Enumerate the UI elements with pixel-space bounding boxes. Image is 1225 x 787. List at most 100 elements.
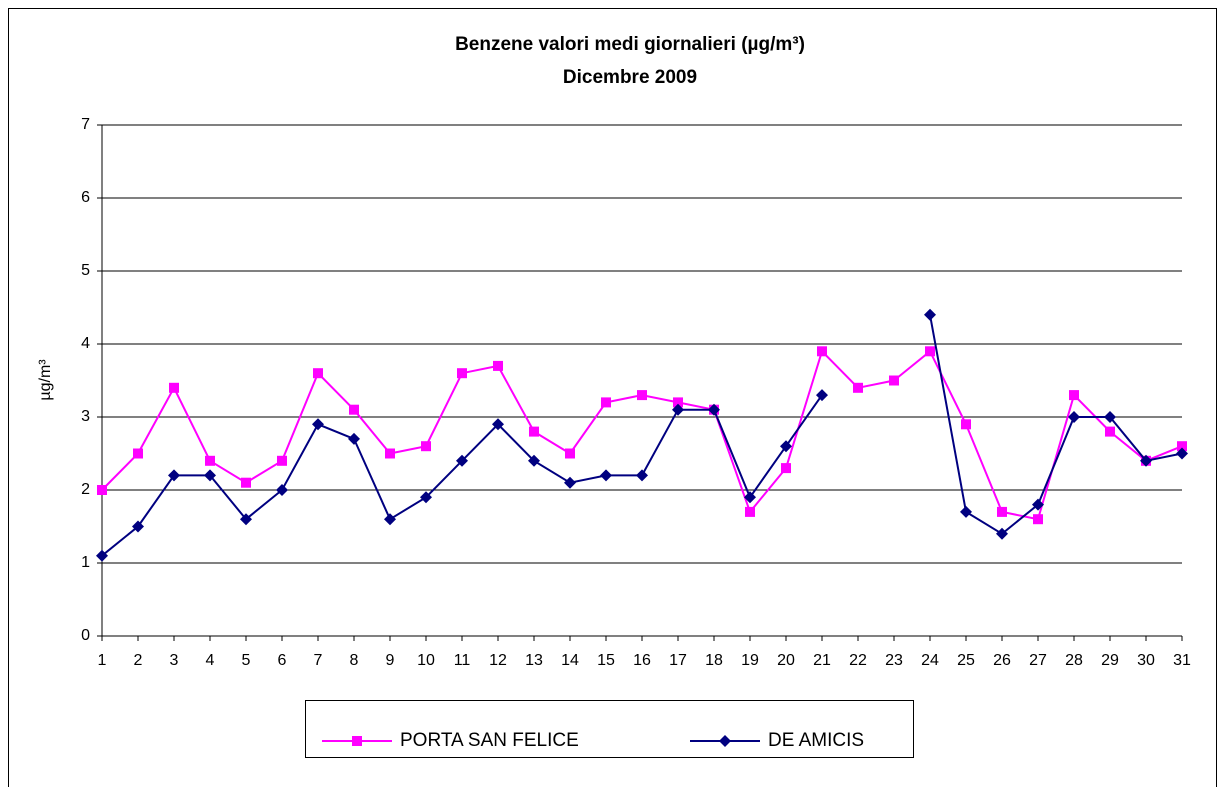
data-point	[564, 476, 576, 489]
data-point	[1177, 441, 1187, 452]
y-tick-label: 7	[81, 116, 90, 133]
legend-text: DE AMICIS	[768, 730, 864, 751]
data-point	[673, 397, 683, 408]
series-line	[929, 314, 1183, 536]
data-point	[636, 469, 648, 482]
data-point	[312, 418, 324, 431]
legend-box	[305, 700, 914, 758]
data-point	[961, 419, 971, 430]
data-point	[492, 418, 504, 431]
data-point	[1104, 411, 1116, 423]
data-point	[529, 426, 539, 437]
data-point	[600, 469, 612, 482]
x-tick-label: 30	[1137, 652, 1155, 669]
y-tick-label: 4	[81, 335, 90, 352]
data-point	[421, 441, 431, 452]
legend-marker	[719, 735, 731, 747]
data-point	[528, 454, 540, 467]
y-axis-label: µg/m³	[37, 359, 54, 401]
y-tick-label: 3	[81, 408, 90, 425]
data-point	[637, 390, 647, 401]
data-point	[924, 308, 936, 321]
data-point	[241, 477, 251, 488]
x-tick-label: 27	[1029, 652, 1047, 669]
data-point	[1176, 447, 1188, 460]
x-tick-label: 12	[489, 652, 507, 669]
legend-text: PORTA SAN FELICE	[400, 730, 579, 751]
data-point	[169, 382, 179, 393]
data-point	[168, 469, 180, 482]
x-tick-label: 5	[242, 652, 251, 669]
x-tick-label: 9	[386, 652, 395, 669]
data-point	[96, 549, 108, 562]
data-point	[672, 403, 684, 416]
data-point	[1033, 514, 1043, 525]
data-point	[385, 448, 395, 459]
data-point	[960, 505, 972, 518]
data-point	[456, 454, 468, 467]
data-point	[133, 448, 143, 459]
x-tick-label: 7	[314, 652, 323, 669]
data-point	[997, 506, 1007, 517]
data-point	[349, 404, 359, 415]
x-tick-label: 26	[993, 652, 1011, 669]
data-point	[708, 403, 720, 416]
x-tick-label: 13	[525, 652, 543, 669]
data-point	[1068, 411, 1080, 423]
x-tick-label: 2	[134, 652, 143, 669]
data-point	[601, 397, 611, 408]
chart-subtitle: Dicembre 2009	[563, 67, 697, 88]
data-point	[889, 375, 899, 386]
y-tick-label: 6	[81, 189, 90, 206]
data-point	[1069, 390, 1079, 401]
data-point	[276, 484, 288, 496]
data-point	[457, 368, 467, 379]
x-tick-label: 22	[849, 652, 867, 669]
x-tick-label: 25	[957, 652, 975, 669]
chart-border	[8, 8, 1217, 787]
data-point	[205, 455, 215, 466]
data-point	[780, 440, 792, 453]
data-point	[925, 346, 935, 357]
x-tick-label: 28	[1065, 652, 1083, 669]
legend-marker	[352, 736, 362, 746]
x-tick-label: 20	[777, 652, 795, 669]
x-tick-label: 14	[561, 652, 579, 669]
x-tick-label: 15	[597, 652, 615, 669]
x-tick-label: 4	[206, 652, 215, 669]
x-tick-label: 18	[705, 652, 723, 669]
x-tick-label: 17	[669, 652, 687, 669]
x-tick-label: 16	[633, 652, 651, 669]
data-point	[745, 506, 755, 517]
data-point	[493, 360, 503, 371]
data-point	[1105, 426, 1115, 437]
data-point	[1140, 454, 1152, 467]
y-tick-label: 5	[81, 262, 90, 279]
y-tick-label: 0	[81, 627, 90, 644]
data-point	[817, 346, 827, 357]
data-point	[420, 491, 432, 504]
chart-title: Benzene valori medi giornalieri (µg/m³)	[455, 34, 805, 55]
x-tick-label: 1	[98, 652, 107, 669]
y-tick-label: 1	[81, 554, 90, 571]
data-point	[313, 368, 323, 379]
x-tick-label: 8	[350, 652, 359, 669]
x-tick-label: 21	[813, 652, 831, 669]
x-tick-label: 6	[278, 652, 287, 669]
y-tick-label: 2	[81, 481, 90, 498]
data-point	[744, 491, 756, 504]
x-tick-label: 3	[170, 652, 179, 669]
data-point	[348, 432, 360, 445]
data-point	[132, 520, 144, 533]
data-point	[996, 527, 1008, 540]
data-point	[240, 513, 252, 526]
data-point	[1032, 498, 1044, 511]
x-tick-label: 31	[1173, 652, 1191, 669]
x-tick-label: 23	[885, 652, 903, 669]
data-point	[384, 513, 396, 526]
x-tick-label: 19	[741, 652, 759, 669]
x-tick-label: 24	[921, 652, 939, 669]
data-point	[204, 469, 216, 482]
